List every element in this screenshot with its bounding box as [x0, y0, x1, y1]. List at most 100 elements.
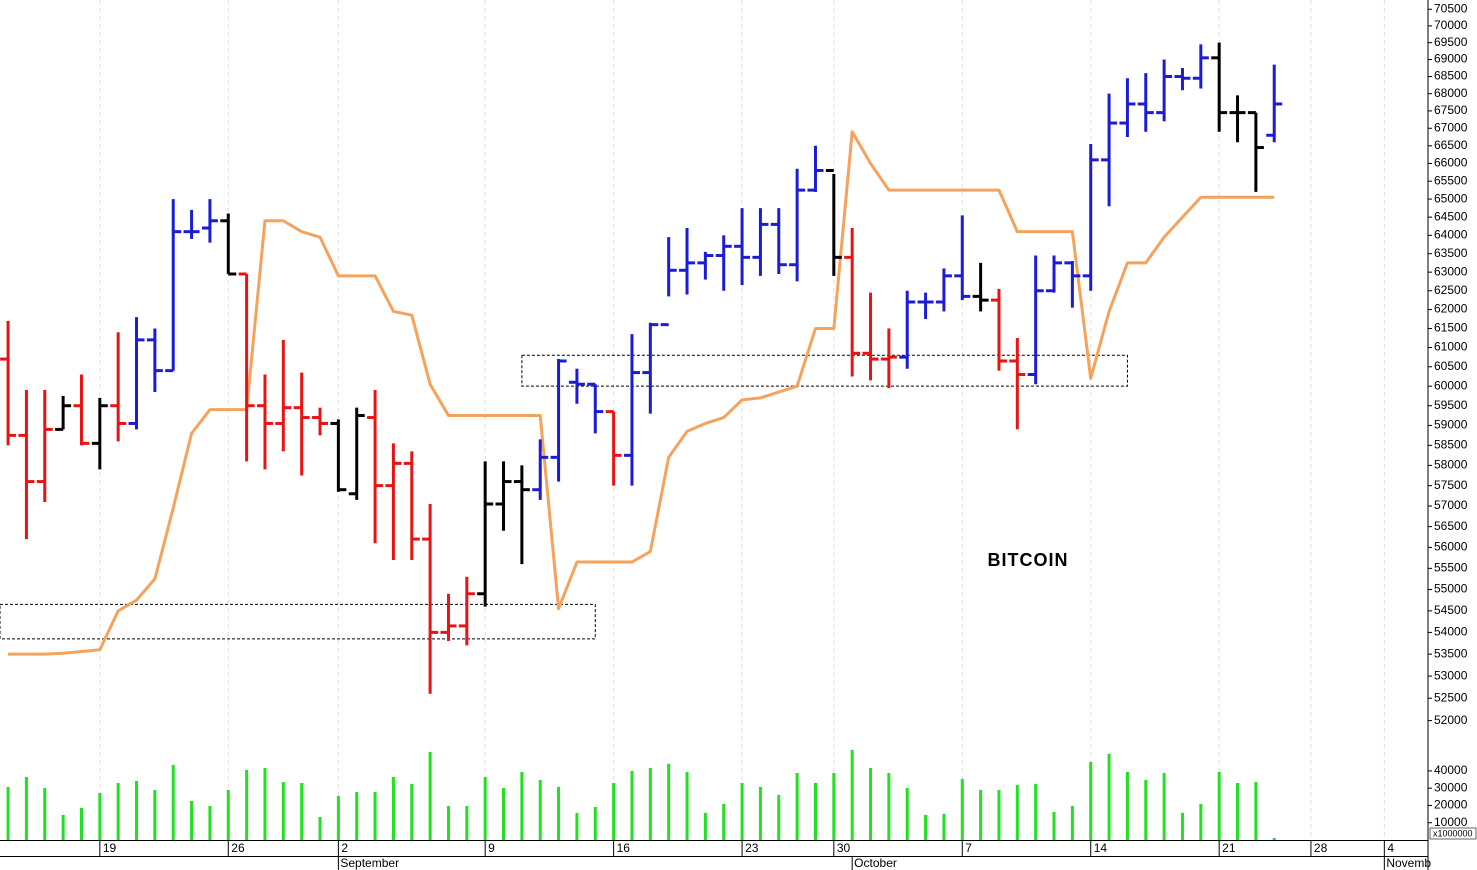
x-tick-label: 26 [231, 841, 245, 855]
y-tick-label: 55000 [1434, 582, 1468, 596]
y-tick-label: 63500 [1434, 246, 1468, 260]
y-tick-label: 56000 [1434, 540, 1468, 554]
volume-bar [997, 789, 1001, 840]
zone [0, 603, 596, 640]
y-tick-label: 59000 [1434, 418, 1468, 432]
volume-bar [428, 751, 432, 840]
volume-bar [245, 769, 249, 840]
volume-bar [960, 778, 964, 840]
volume-y-tick-label: 10000 [1434, 815, 1468, 829]
volume-bar [1034, 783, 1038, 840]
x-tick-label: 23 [745, 841, 759, 855]
volume-bar [502, 788, 506, 840]
y-tick-label: 68000 [1434, 86, 1468, 100]
y-tick-label: 62500 [1434, 283, 1468, 297]
volume-bar [116, 783, 120, 840]
zone [521, 354, 1128, 387]
volume-bar [281, 781, 285, 840]
volume-bar [1162, 772, 1166, 840]
y-tick-label: 64000 [1434, 228, 1468, 242]
volume-bar [1217, 771, 1221, 840]
y-tick-label: 64500 [1434, 209, 1468, 223]
volume-bar [1236, 783, 1240, 840]
y-tick-label: 54500 [1434, 603, 1468, 617]
volume-bar [483, 776, 487, 840]
x-tick-label: 16 [617, 841, 631, 855]
volume-bar [79, 807, 83, 840]
volume-y-tick-label: 40000 [1434, 763, 1468, 777]
y-tick-label: 57000 [1434, 498, 1468, 512]
volume-bar [740, 783, 744, 840]
volume-bar [905, 788, 909, 840]
volume-bar [612, 783, 616, 840]
volume-bar [1089, 761, 1093, 840]
volume-bar [391, 776, 395, 840]
volume-bar [61, 814, 65, 840]
volume-bar [795, 772, 799, 840]
y-tick-label: 70000 [1434, 18, 1468, 32]
unit-box [1429, 827, 1477, 840]
volume-bar [520, 771, 524, 840]
volume-bar [869, 767, 873, 840]
volume-bar [575, 812, 579, 840]
unit-label: x1000000 [1433, 828, 1473, 838]
y-tick-label: 69500 [1434, 35, 1468, 49]
month-label: Novemb [1386, 856, 1431, 870]
volume-bar [465, 805, 469, 840]
y-tick-label: 58000 [1434, 458, 1468, 472]
y-tick-label: 68500 [1434, 69, 1468, 83]
volume-bar [832, 772, 836, 840]
volume-bar [263, 767, 267, 840]
volume-bar [355, 791, 359, 840]
x-tick-label: 4 [1387, 841, 1394, 855]
y-tick-label: 60500 [1434, 359, 1468, 373]
y-tick-label: 56500 [1434, 519, 1468, 533]
volume-bar [1107, 753, 1111, 840]
volume-bar [171, 764, 175, 840]
volume-bar [336, 795, 340, 840]
volume-bar [924, 814, 928, 840]
y-tick-label: 69000 [1434, 52, 1468, 66]
x-tick-label: 9 [488, 841, 495, 855]
x-tick-label: 21 [1222, 841, 1236, 855]
volume-bar [226, 789, 230, 840]
volume-bar [685, 771, 689, 840]
y-tick-label: 62000 [1434, 302, 1468, 316]
volume-bar [557, 786, 561, 840]
y-tick-label: 53500 [1434, 646, 1468, 660]
y-tick-label: 59500 [1434, 398, 1468, 412]
volume-bar [1272, 837, 1276, 840]
x-tick-label: 28 [1314, 841, 1328, 855]
annotation: BITCOIN [988, 550, 1069, 570]
volume-bar [1125, 771, 1129, 840]
x-tick-label: 2 [341, 841, 348, 855]
volume-bar [300, 783, 304, 840]
volume-bar [942, 813, 946, 840]
volume-bar [446, 805, 450, 840]
stop-line [8, 130, 1275, 656]
y-tick-label: 52500 [1434, 690, 1468, 704]
y-tick-label: 65000 [1434, 191, 1468, 205]
volume-bar [1254, 781, 1258, 840]
x-tick-label: 30 [837, 841, 851, 855]
volume-bar [1144, 779, 1148, 840]
x-tick-label: 7 [965, 841, 972, 855]
volume-bar [703, 812, 707, 840]
month-label: October [854, 856, 897, 870]
volume-bar [318, 817, 322, 840]
y-tick-label: 54000 [1434, 625, 1468, 639]
volume-bar [758, 786, 762, 840]
volume-bar [24, 776, 28, 840]
y-tick-label: 67000 [1434, 120, 1468, 134]
volume-bar [190, 800, 194, 840]
month-label: September [340, 856, 399, 870]
volume-bar [667, 763, 671, 840]
y-tick-label: 53000 [1434, 668, 1468, 682]
y-tick-label: 58500 [1434, 438, 1468, 452]
volume-bar [538, 779, 542, 840]
y-tick-label: 66000 [1434, 156, 1468, 170]
y-tick-label: 60000 [1434, 378, 1468, 392]
volume-y-tick-label: 30000 [1434, 780, 1468, 794]
volume-bar [777, 794, 781, 840]
